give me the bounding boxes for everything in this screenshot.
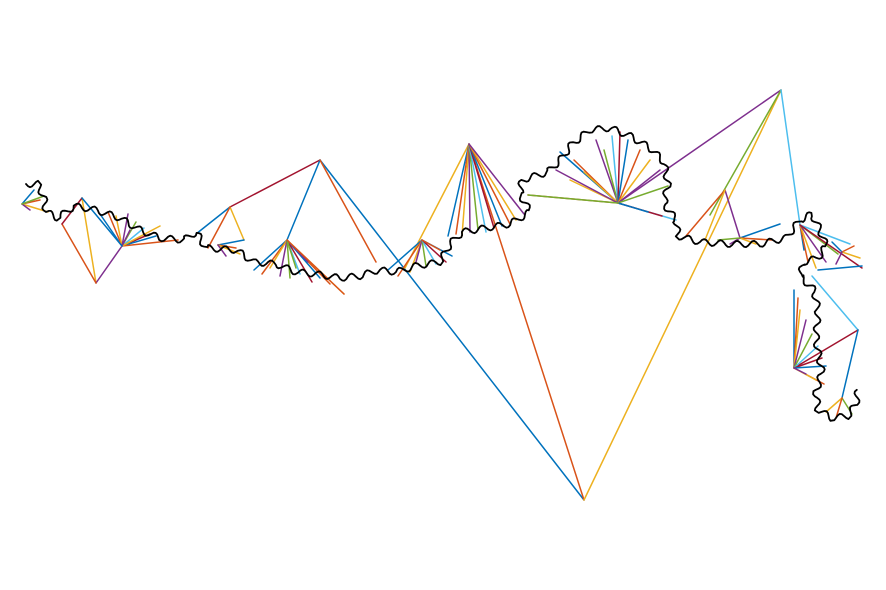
seg2-fan-edge — [279, 239, 288, 277]
left-fan-edge — [121, 225, 161, 247]
seg3-fan-edge — [421, 239, 427, 267]
right-fan-edge — [799, 224, 827, 263]
left-fan-edge — [21, 195, 45, 205]
main-edge — [780, 89, 801, 226]
right-fan-edge — [799, 224, 817, 269]
seg3-fan-edge — [468, 143, 479, 231]
right-fan-edge — [793, 345, 819, 369]
seg3-fan-edge — [468, 143, 495, 229]
seg3-fan-edge — [397, 239, 423, 277]
seg3-fan-edge — [468, 143, 503, 227]
right-fan-edge — [799, 224, 851, 245]
main-edge — [583, 89, 782, 501]
seg3-fan-edge — [468, 143, 471, 233]
right-fan-edge — [793, 309, 801, 369]
left-fan-edge — [21, 189, 35, 205]
seg3-fan-edge — [447, 143, 470, 237]
right-fan-edge — [831, 241, 843, 253]
right-fan-edge — [799, 224, 863, 269]
left-fan-edge — [21, 203, 31, 211]
seg2-edge — [195, 206, 231, 235]
left-fan-edge — [107, 211, 123, 247]
seg2-edge — [286, 159, 321, 241]
seg2-fan-edge — [253, 239, 288, 271]
seg4-edge — [527, 194, 619, 204]
left-edge — [81, 197, 97, 284]
seg3-fan-edge — [421, 239, 441, 251]
right-edge — [841, 329, 859, 399]
right-edge — [811, 275, 859, 331]
right-fan-edge — [799, 224, 809, 263]
left-edge — [81, 197, 123, 247]
seg3-fan-edge — [468, 143, 487, 233]
right-edge — [817, 265, 863, 271]
seg5-edge — [685, 189, 726, 237]
main-edge — [468, 143, 585, 501]
seg2-fan-edge — [286, 239, 291, 279]
left-fan-edge — [121, 229, 131, 247]
left-edge — [95, 245, 123, 284]
seg4-fan-edge — [595, 139, 619, 204]
right-fan-edge — [793, 319, 807, 369]
seg4-fan-edge — [583, 171, 619, 204]
main-edge — [617, 89, 782, 204]
seg3-fan-edge — [455, 143, 470, 235]
seg4-fan-edge — [611, 135, 619, 204]
seg2-edge — [319, 159, 377, 263]
seg4-fan-edge — [555, 169, 619, 204]
left-fan-edge — [121, 227, 145, 247]
seg4-fan-edge — [603, 149, 619, 204]
left-fan-edge — [121, 239, 179, 247]
seg3-edge — [404, 143, 470, 269]
seg4-fan-edge — [617, 131, 621, 204]
seg5-edge — [704, 189, 726, 241]
seg3-fan-edge — [468, 143, 525, 215]
seg2-edge — [229, 159, 321, 208]
seg2-edge — [286, 239, 345, 295]
seg4-fan-edge — [617, 202, 649, 213]
right-fan-edge — [841, 245, 855, 253]
seg2-edge — [229, 206, 245, 241]
seg5-fan-edge — [739, 223, 781, 239]
left-edge — [61, 223, 97, 284]
seg2-fan-edge — [217, 244, 227, 257]
right-edge — [835, 397, 843, 419]
main-edge — [319, 159, 585, 501]
seg3-fan-edge — [461, 143, 470, 237]
seg4-fan-edge — [617, 159, 651, 204]
tree-edges — [21, 89, 863, 501]
seg4-fan-edge — [617, 169, 661, 204]
right-fan-edge — [841, 251, 861, 259]
seg4-fan-edge — [617, 149, 641, 204]
seg3-fan-edge — [468, 143, 517, 221]
seg4-fan-edge — [617, 185, 669, 204]
right-fan-edge — [835, 251, 843, 265]
right-fan-edge — [793, 367, 807, 375]
seg4-fan-edge — [617, 139, 629, 204]
seg2-fan-edge — [269, 239, 288, 269]
right-fan-edge — [793, 333, 813, 369]
seg5-edge — [724, 189, 741, 239]
seg5-fan-edge — [739, 237, 757, 245]
seg2-fan-edge — [286, 239, 297, 269]
right-edge — [793, 329, 859, 369]
wavy-boundary-curve — [25, 125, 861, 422]
seg2-fan-edge — [217, 239, 245, 246]
seg2-edge — [207, 206, 231, 249]
right-edge — [825, 397, 843, 413]
seg3-fan-edge — [387, 239, 423, 271]
seg3-fan-edge — [468, 143, 511, 225]
left-fan-edge — [121, 235, 157, 247]
seg3-fan-edge — [415, 239, 423, 263]
